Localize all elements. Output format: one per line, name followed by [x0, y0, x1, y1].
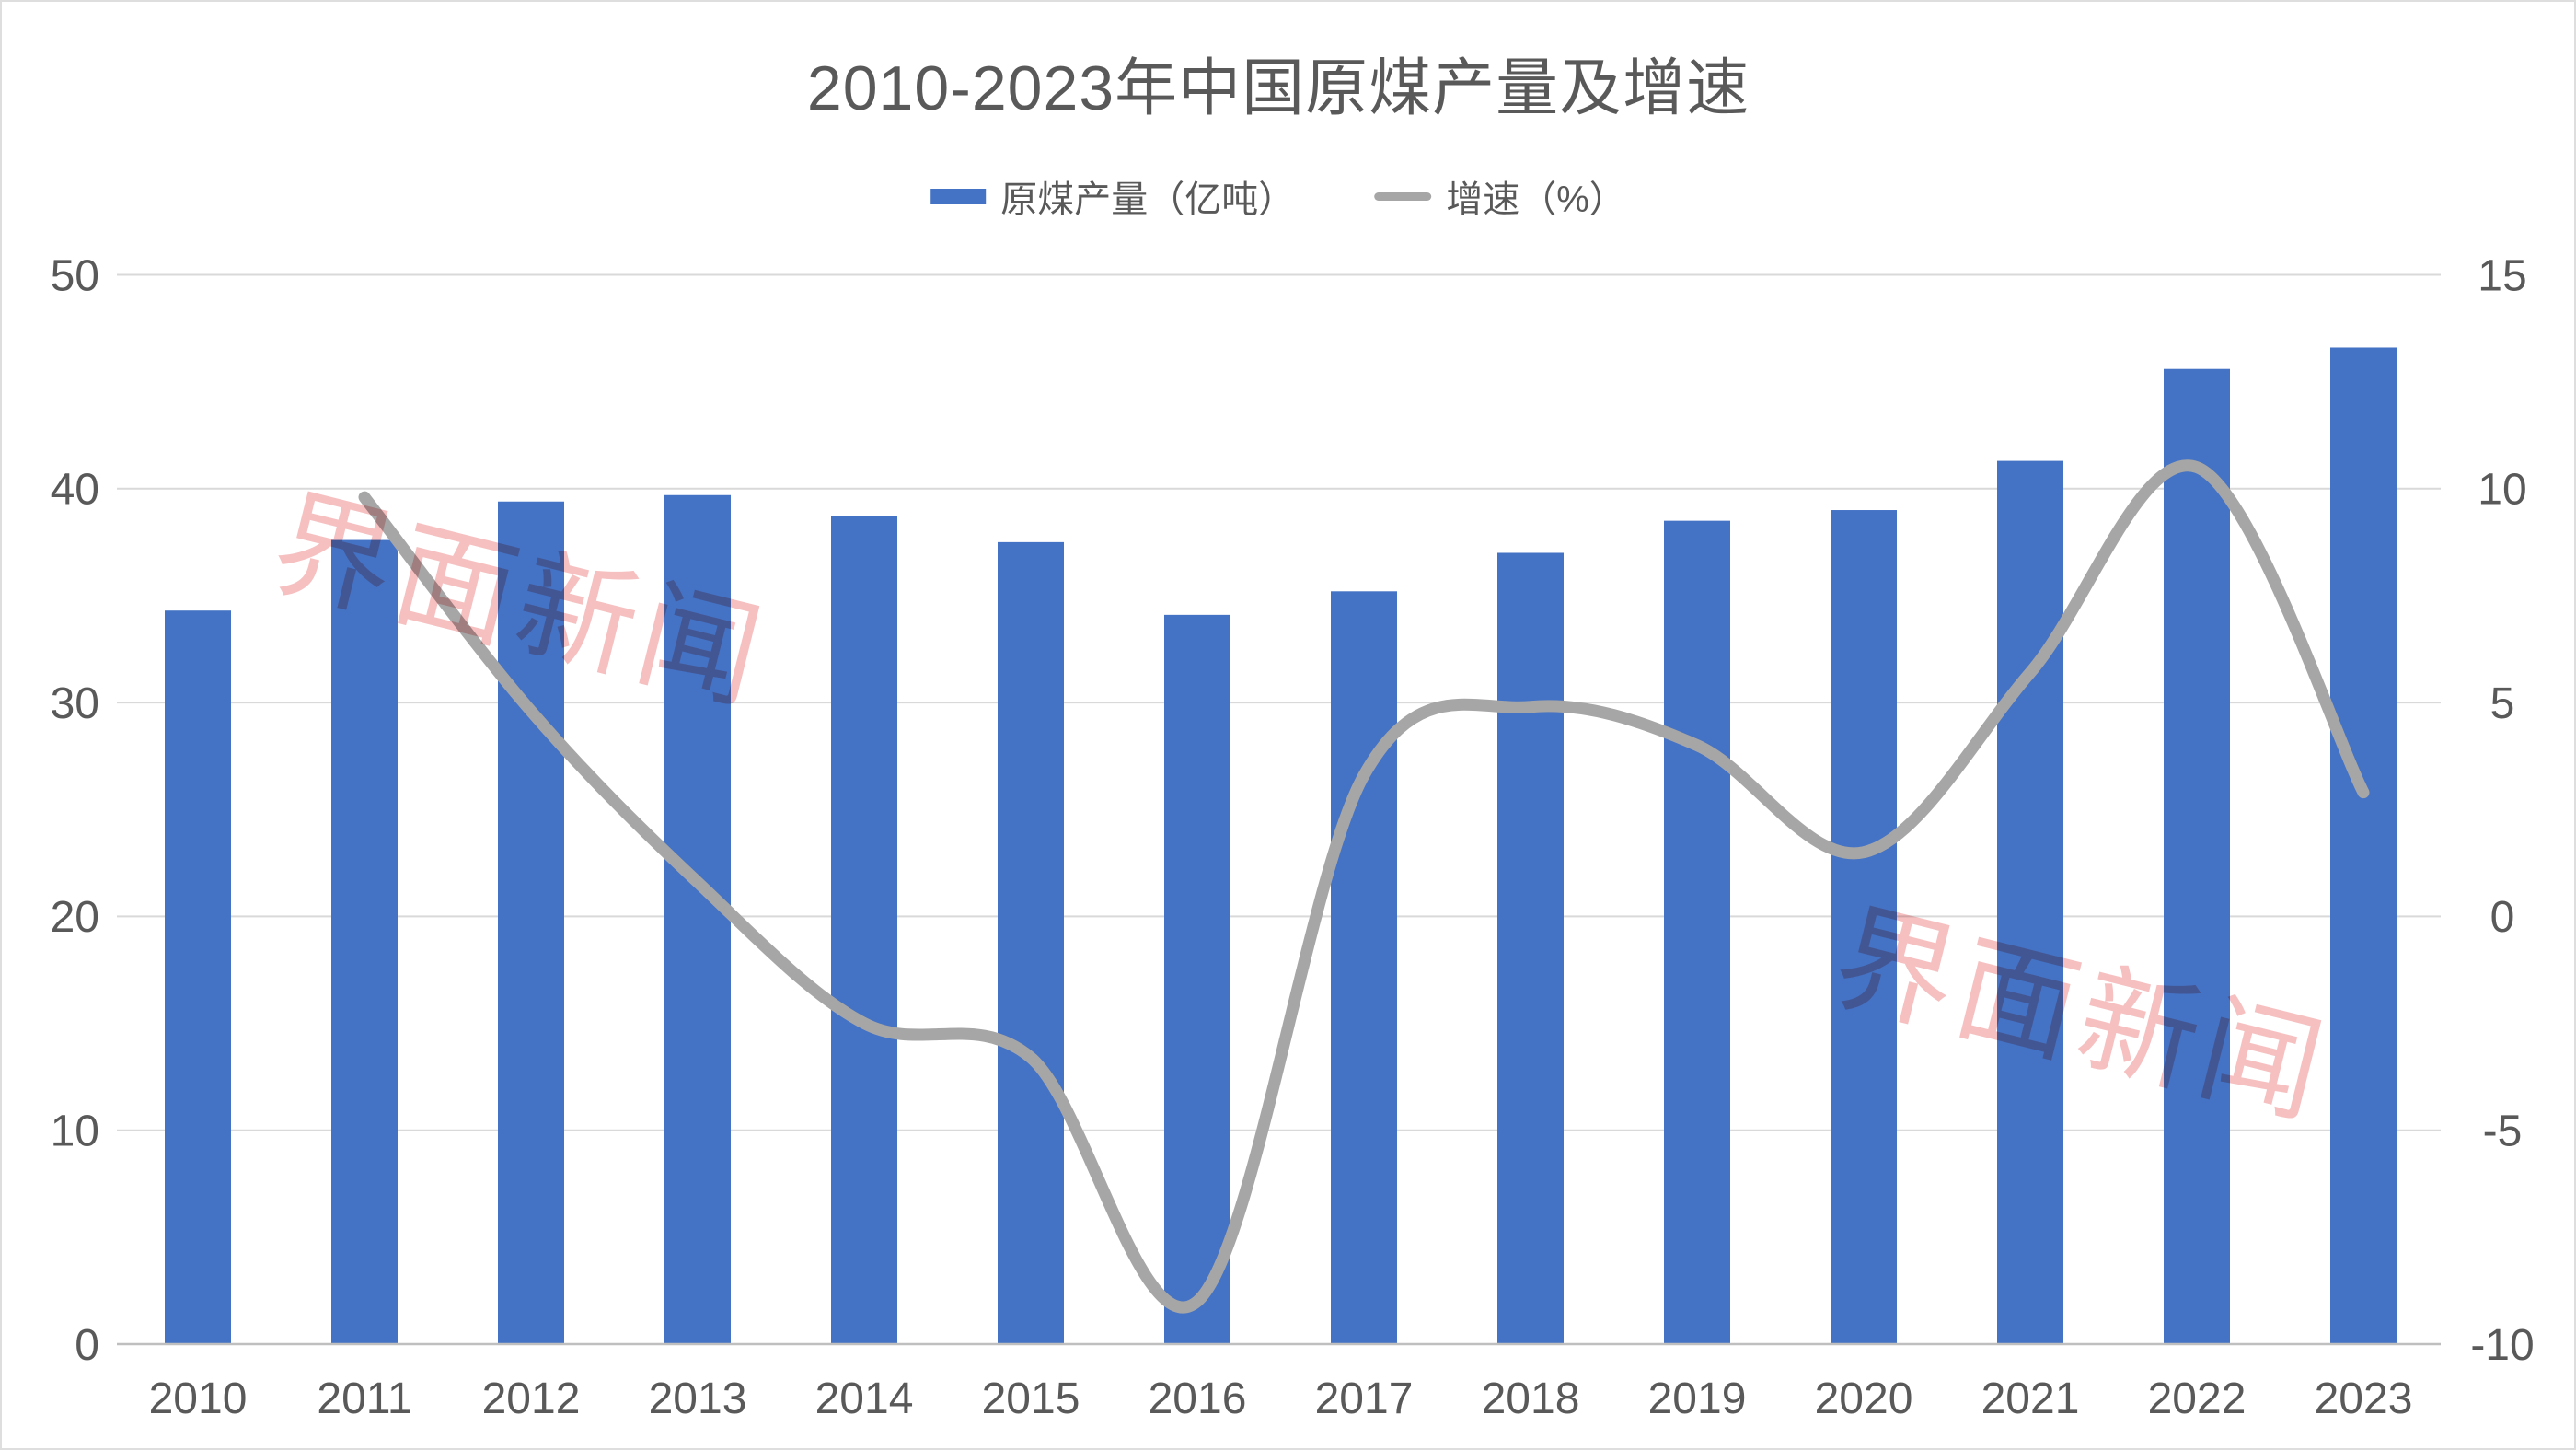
x-tick-2019: 2019: [1648, 1375, 1747, 1423]
y-tick-left-10: 10: [51, 1108, 99, 1156]
bar-2016: [1164, 614, 1230, 1344]
x-tick-2013: 2013: [649, 1375, 747, 1423]
bar-2012: [498, 501, 564, 1344]
x-tick-2023: 2023: [2315, 1375, 2413, 1423]
legend: 原煤产量（亿吨） 增速（%）: [930, 169, 1626, 223]
chart-title: 2010-2023年中国原煤产量及增速: [806, 53, 1750, 123]
legend-label-production: 原煤产量（亿吨）: [1000, 180, 1296, 220]
bar-2023: [2330, 347, 2397, 1345]
x-tick-2011: 2011: [317, 1375, 411, 1423]
x-tick-2021: 2021: [1981, 1375, 2080, 1423]
y-tick-right-15: 15: [2478, 251, 2526, 300]
x-tick-2014: 2014: [815, 1375, 914, 1423]
x-tick-2020: 2020: [1815, 1375, 1913, 1423]
x-tick-2010: 2010: [149, 1375, 248, 1423]
bar-2017: [1331, 591, 1397, 1344]
bar-2022: [2164, 368, 2230, 1344]
legend-item-production: 原煤产量（亿吨）: [930, 169, 1295, 223]
y-tick-left-30: 30: [51, 679, 99, 728]
bar-2013: [664, 494, 731, 1344]
y-tick-right-5: 5: [2490, 679, 2515, 728]
y-tick-right--5: -5: [2483, 1108, 2523, 1156]
y-tick-right--10: -10: [2470, 1321, 2534, 1370]
bar-2010: [165, 610, 231, 1344]
bar-2021: [1997, 460, 2063, 1344]
y-tick-right-0: 0: [2490, 893, 2515, 942]
x-tick-2017: 2017: [1315, 1375, 1414, 1423]
legend-item-growth: 增速（%）: [1374, 169, 1626, 223]
x-tick-2018: 2018: [1482, 1375, 1580, 1423]
production-swatch-icon: [930, 188, 987, 204]
x-tick-2012: 2012: [482, 1375, 581, 1423]
y-tick-left-40: 40: [51, 466, 99, 515]
growth-line: [358, 459, 2370, 1314]
bar-2020: [1831, 510, 1897, 1344]
bar-2014: [831, 516, 897, 1344]
y-tick-left-50: 50: [51, 251, 99, 300]
growth-swatch-icon: [1374, 191, 1432, 201]
y-tick-right-10: 10: [2478, 466, 2526, 515]
bar-2011: [331, 539, 398, 1344]
bar-2015: [998, 541, 1064, 1344]
x-tick-2022: 2022: [2148, 1375, 2247, 1423]
x-tick-2016: 2016: [1149, 1375, 1247, 1423]
y-tick-left-20: 20: [51, 893, 99, 942]
y-tick-left-0: 0: [75, 1321, 99, 1370]
bar-2018: [1497, 552, 1564, 1344]
x-tick-2015: 2015: [982, 1375, 1080, 1423]
bar-2019: [1664, 520, 1730, 1344]
legend-label-growth: 增速（%）: [1446, 180, 1626, 220]
